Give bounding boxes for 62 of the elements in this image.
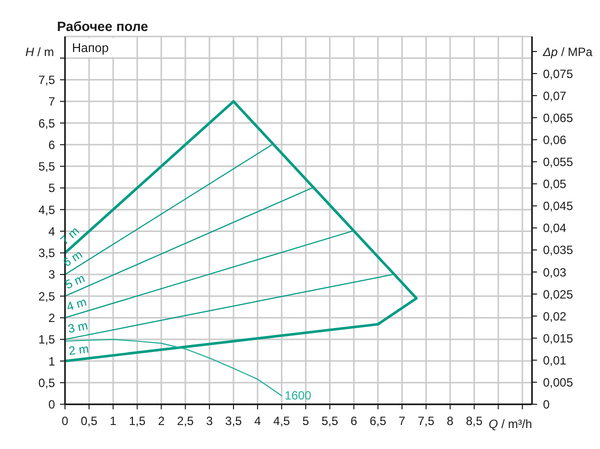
y2-tick-label: 0,05 xyxy=(543,177,567,192)
y2-tick-label: 0,045 xyxy=(543,199,574,214)
x-tick-label: 4 xyxy=(254,414,262,428)
y2-tick-label: 0 xyxy=(543,398,550,412)
y2-tick-label: 0,07 xyxy=(543,88,567,103)
text: 3 m xyxy=(66,318,90,336)
x-tick-label: 6,5 xyxy=(370,414,387,428)
y2-tick-label: 0,025 xyxy=(543,287,574,302)
y2-tick-label: 0,03 xyxy=(543,265,567,280)
y-tick-label: 7,5 xyxy=(38,73,56,88)
x-tick-label: 2,5 xyxy=(177,414,194,428)
x-tick-label: 4,5 xyxy=(273,414,290,428)
y-tick-label: 3 xyxy=(48,268,56,282)
y-axis-title: H / m xyxy=(25,45,54,59)
y-tick-label: 6 xyxy=(48,138,56,152)
y-tick-label: 0,5 xyxy=(38,376,56,390)
y-tick-label: 3,5 xyxy=(38,246,56,260)
x-tick-label: 8,5 xyxy=(466,414,483,428)
x-tick-label: 1,5 xyxy=(128,414,146,428)
y-tick-label: 4 xyxy=(48,224,56,238)
y2-tick-label: 0,015 xyxy=(543,331,574,346)
y-tick-label: 5,5 xyxy=(38,160,56,174)
y2-tick-label: 0,02 xyxy=(543,309,567,324)
y2-tick-label: 0,005 xyxy=(543,376,574,390)
x-tick-label: 8 xyxy=(446,414,454,428)
x-tick-label: 2 xyxy=(158,414,165,428)
text: 4 m xyxy=(65,294,88,314)
y2-axis-title: Δp / MPa xyxy=(543,45,592,59)
chart-title: Рабочее поле xyxy=(57,19,148,35)
y2-tick-label: 0,065 xyxy=(543,110,574,125)
y-tick-label: 4,5 xyxy=(38,202,56,217)
y2-tick-label: 0,01 xyxy=(543,353,567,368)
y2-tick-label: 0,04 xyxy=(543,221,567,236)
x-tick-label: 5 xyxy=(302,414,310,428)
series-label: 1600 xyxy=(284,388,312,403)
x-tick-label: 5,5 xyxy=(321,414,338,428)
x-tick-label: 7 xyxy=(398,414,406,428)
y-tick-label: 6,5 xyxy=(38,116,56,130)
y-tick-label: 5 xyxy=(48,181,56,196)
y-tick-label: 1 xyxy=(48,354,56,368)
y-tick-label: 7 xyxy=(48,94,56,109)
y-tick-label: 1,5 xyxy=(38,332,56,347)
y2-tick-label: 0,075 xyxy=(543,66,574,81)
x-tick-label: 3 xyxy=(206,414,214,428)
y-tick-label: 0 xyxy=(48,398,56,412)
y2-tick-label: 0,055 xyxy=(543,155,574,170)
x-tick-label: 3,5 xyxy=(225,414,242,428)
x-tick-label: 7,5 xyxy=(418,414,435,428)
text: 2 m xyxy=(68,342,90,358)
x-tick-label: 0 xyxy=(62,414,69,428)
y2-tick-label: 0,06 xyxy=(543,132,567,147)
y-tick-label: 2,5 xyxy=(38,289,56,304)
annotation: Напор xyxy=(66,38,115,56)
x-tick-label: 0,5 xyxy=(80,414,98,428)
y2-tick-label: 0,035 xyxy=(543,243,574,258)
text: 6 m xyxy=(60,247,85,270)
x-tick-label: 1 xyxy=(110,414,117,428)
text: 5 m xyxy=(62,270,87,292)
x-tick-label: 6 xyxy=(350,414,358,428)
x-axis-title: Q / m³/h xyxy=(488,417,532,431)
y-tick-label: 2 xyxy=(48,311,56,326)
text: 7 m xyxy=(58,224,82,248)
